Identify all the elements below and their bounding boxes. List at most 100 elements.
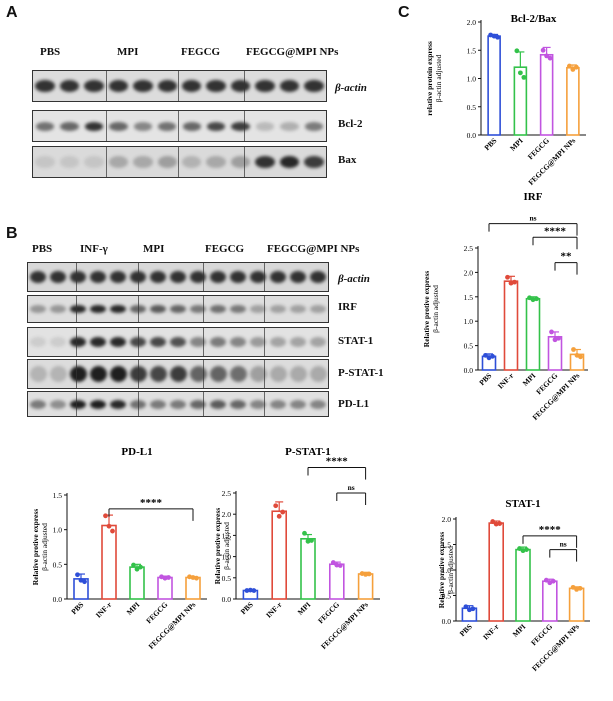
- bar: [488, 522, 505, 622]
- y-tick-label: 1.0: [464, 317, 474, 326]
- data-point: [330, 560, 336, 565]
- blot-band: [206, 80, 226, 92]
- blot-band: [59, 156, 80, 168]
- blot-band: [255, 156, 275, 168]
- y-tick-label: 0.0: [442, 617, 452, 626]
- y-tick-label: 2.5: [464, 244, 474, 253]
- data-point: [547, 55, 553, 61]
- group-label-mpi-b: MPI: [143, 243, 165, 255]
- data-point: [244, 588, 250, 593]
- blot-band: [150, 337, 166, 347]
- blot-band: [50, 399, 66, 409]
- blot-band: [36, 121, 55, 131]
- data-point: [251, 588, 257, 593]
- data-point: [544, 53, 550, 59]
- data-point: [497, 521, 503, 526]
- x-tick-label: PBS: [458, 622, 474, 638]
- blot-strip-bax: [32, 146, 327, 178]
- y-axis-label-line2: β-actin adjusted: [446, 546, 455, 594]
- group-label-infg: INF-γ: [80, 243, 108, 255]
- bar: [566, 66, 580, 136]
- blot-band: [108, 80, 129, 92]
- group-label-pbs: PBS: [40, 46, 61, 58]
- blot-band: [110, 271, 126, 283]
- panel-letter-c: C: [398, 4, 410, 21]
- blot-divider: [106, 71, 107, 101]
- group-label-fegcg-b: FEGCG: [205, 243, 245, 255]
- x-tick-label: MPI: [508, 136, 525, 153]
- blot-band: [255, 121, 275, 131]
- y-tick-label: 1.5: [442, 541, 452, 550]
- blot-divider: [244, 111, 245, 141]
- data-point: [131, 562, 136, 568]
- x-tick-label: MPI: [521, 371, 538, 388]
- x-tick-label: FEGCG: [316, 600, 341, 625]
- data-point: [550, 578, 556, 584]
- blot-band: [304, 80, 324, 92]
- blot-band: [210, 271, 226, 283]
- blot-band: [250, 337, 266, 347]
- blot-band: [50, 337, 66, 347]
- blot-band: [209, 366, 227, 382]
- significance-label: ****: [539, 524, 562, 536]
- blot-band: [279, 80, 300, 92]
- bar: [271, 510, 288, 600]
- data-point: [248, 587, 253, 593]
- blot-strip-pstat1: [27, 359, 329, 389]
- blot-label-bactin-a: β-actin: [335, 82, 367, 94]
- data-point: [570, 67, 576, 72]
- bar: [328, 563, 345, 600]
- blot-band: [170, 305, 186, 313]
- data-point: [134, 566, 140, 572]
- data-point: [534, 296, 539, 302]
- y-tick-label: 0.5: [464, 342, 474, 351]
- blot-band: [70, 305, 86, 313]
- blot-band: [70, 271, 86, 283]
- data-point: [302, 530, 307, 536]
- blot-band: [190, 305, 206, 313]
- blot-divider: [138, 360, 139, 388]
- y-tick-label: 0.5: [53, 560, 63, 569]
- blot-band: [249, 366, 267, 382]
- blot-band: [90, 305, 106, 313]
- blot-band: [89, 366, 107, 382]
- chart-title: P-STAT-1: [285, 446, 331, 458]
- blot-band: [230, 399, 246, 409]
- blot-label-stat1: STAT-1: [338, 335, 374, 347]
- blot-band: [290, 305, 306, 313]
- blot-divider: [244, 147, 245, 177]
- blot-band: [210, 305, 226, 313]
- blot-divider: [76, 328, 77, 356]
- blot-band: [69, 366, 87, 382]
- significance-label: ns: [560, 540, 567, 549]
- blot-divider: [138, 263, 139, 291]
- y-tick-label: 1.0: [222, 553, 232, 562]
- data-point: [566, 63, 572, 69]
- data-point: [138, 564, 143, 570]
- y-axis-label-line2: β-actin adjusted: [222, 522, 231, 570]
- blot-band: [90, 271, 106, 283]
- blot-band: [250, 399, 266, 409]
- data-point: [521, 74, 527, 80]
- blot-band: [60, 121, 79, 131]
- blot-band: [279, 156, 300, 168]
- blot-strip-pdl1: [27, 391, 329, 417]
- blot-strip-bactin-a: [32, 70, 327, 102]
- blot-band: [189, 366, 207, 382]
- y-tick-label: 2.0: [442, 515, 452, 524]
- blot-band: [250, 305, 266, 313]
- blot-band: [304, 121, 323, 131]
- data-point: [524, 547, 529, 552]
- blot-band: [29, 337, 46, 347]
- x-tick-label: MPI: [511, 622, 528, 639]
- blot-band: [230, 156, 251, 168]
- blot-band: [290, 399, 306, 409]
- blot-divider: [264, 392, 265, 416]
- blot-band: [310, 399, 326, 409]
- significance-label: ns: [348, 483, 355, 492]
- x-tick-label: FEGCG: [144, 600, 169, 625]
- x-tick-label: FEGCG@MPI NPs: [530, 622, 581, 673]
- x-tick-label: FEGCG: [526, 136, 551, 161]
- blot-band: [210, 399, 226, 409]
